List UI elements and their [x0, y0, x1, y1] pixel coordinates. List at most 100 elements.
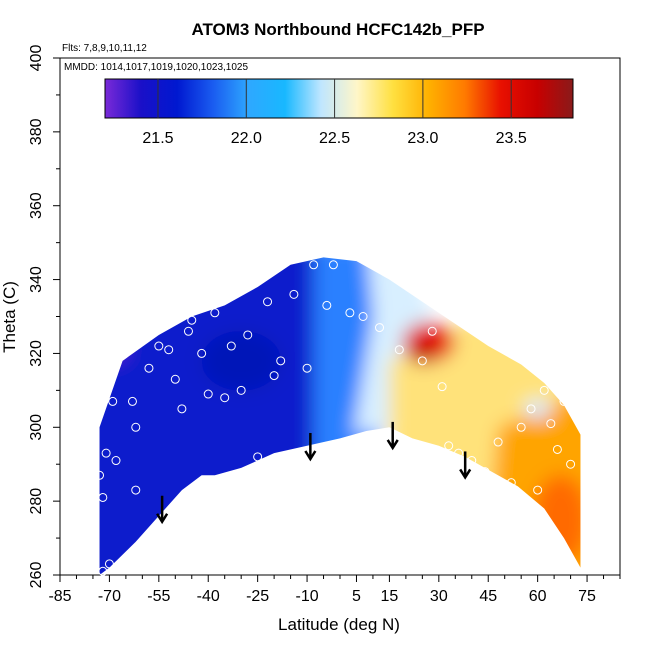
observation-point — [566, 459, 576, 469]
observation-point — [454, 448, 464, 458]
x-tick-label: -70 — [98, 588, 121, 605]
observation-point — [144, 363, 154, 373]
observation-point — [253, 452, 263, 462]
observation-point — [322, 300, 332, 310]
observation-point — [183, 326, 193, 336]
arrow-head — [459, 468, 472, 480]
observation-point — [236, 385, 246, 395]
x-tick-label: 45 — [479, 588, 497, 605]
field-region-south — [99, 257, 341, 575]
observation-point — [101, 448, 111, 458]
observation-point — [358, 312, 368, 321]
observation-point — [444, 441, 454, 451]
observation-point — [220, 393, 230, 403]
y-tick-label: 360 — [28, 192, 45, 219]
observation-point — [203, 389, 213, 399]
observation-point — [104, 559, 114, 569]
x-axis: -85 -70 -55 -40 -25 -10 5 15 30 45 60 75 — [48, 575, 621, 605]
observation-point — [533, 485, 543, 495]
observation-point — [546, 419, 556, 429]
colorbar-tick-label: 23.0 — [407, 130, 438, 147]
x-tick-label: -10 — [295, 588, 318, 605]
observation-point — [170, 374, 180, 384]
field-blend — [99, 257, 581, 575]
y-tick-label: 320 — [28, 340, 45, 367]
x-tick-label: -85 — [48, 588, 71, 605]
observation-point — [154, 341, 164, 351]
colorbar: 21.5 22.0 22.5 23.0 23.5 — [104, 78, 574, 147]
observation-point — [269, 371, 279, 381]
x-tick-label: 30 — [430, 588, 448, 605]
observation-point — [427, 326, 437, 336]
observation-point — [131, 485, 141, 495]
observation-point — [384, 256, 394, 266]
observation-point — [437, 382, 447, 392]
flights-annotation: Flts: 7,8,9,10,11,12 — [62, 43, 147, 54]
flight-arrows — [156, 421, 472, 525]
observation-point — [493, 437, 503, 447]
x-tick-label: 5 — [352, 588, 361, 605]
observation-point — [526, 404, 536, 414]
observation-point — [394, 345, 404, 355]
y-axis-label: Theta (C) — [0, 281, 19, 353]
observation-point — [131, 422, 141, 432]
x-tick-label: -25 — [246, 588, 269, 605]
observation-point — [401, 260, 411, 270]
observation-point — [111, 456, 121, 466]
field-region-pale-spot — [523, 398, 552, 419]
x-tick-label: -55 — [147, 588, 170, 605]
y-tick-label: 340 — [28, 266, 45, 293]
y-tick-label: 300 — [28, 414, 45, 441]
observation-point — [559, 396, 569, 406]
observation-point — [127, 396, 137, 406]
y-tick-label: 400 — [28, 45, 45, 72]
colorbar-tick-label: 22.5 — [319, 130, 350, 147]
observation-point — [98, 566, 108, 576]
observation-point — [539, 385, 549, 395]
observation-point — [345, 308, 355, 318]
observation-point — [375, 323, 385, 333]
arrow-head — [386, 439, 399, 451]
observation-point — [108, 396, 118, 406]
observation-markers — [95, 256, 576, 576]
colorbar-ramp — [104, 78, 574, 119]
arrow-head — [304, 450, 317, 462]
x-tick-label: 75 — [578, 588, 596, 605]
observation-point — [506, 478, 516, 488]
observation-point — [95, 470, 105, 480]
observation-point — [243, 330, 253, 340]
observation-point — [480, 467, 490, 477]
chart-title: ATOM3 Northbound HCFC142b_PFP — [191, 20, 484, 39]
concentration-field — [99, 257, 581, 575]
observation-point — [516, 422, 526, 432]
y-tick-label: 260 — [28, 562, 45, 589]
observation-point — [226, 341, 236, 351]
observation-point — [210, 308, 220, 318]
field-region-plume-core — [408, 342, 437, 365]
x-tick-label: 15 — [381, 588, 399, 605]
x-axis-label: Latitude (deg N) — [278, 615, 400, 634]
colorbar-tick-label: 22.0 — [231, 130, 262, 147]
observation-point — [177, 404, 187, 414]
observation-point — [417, 356, 427, 366]
observation-point — [302, 363, 312, 373]
observation-point — [289, 289, 299, 299]
colorbar-tick-label: 21.5 — [142, 130, 173, 147]
observation-point — [276, 356, 286, 366]
y-tick-label: 280 — [28, 488, 45, 515]
x-tick-label: 60 — [529, 588, 547, 605]
y-axis: 260 280 300 320 340 360 380 400 — [28, 45, 60, 589]
y-tick-label: 380 — [28, 118, 45, 145]
colorbar-tick-label: 23.5 — [496, 130, 527, 147]
observation-point — [137, 537, 147, 547]
x-tick-label: -40 — [197, 588, 220, 605]
observation-point — [164, 345, 174, 355]
observation-point — [187, 315, 197, 325]
observation-point — [552, 444, 562, 454]
observation-point — [197, 348, 207, 358]
arrow-head — [156, 513, 169, 525]
observation-point — [467, 456, 477, 466]
field-region-purple — [99, 337, 128, 362]
dates-annotation: MMDD: 1014,1017,1019,1020,1023,1025 — [64, 62, 248, 73]
